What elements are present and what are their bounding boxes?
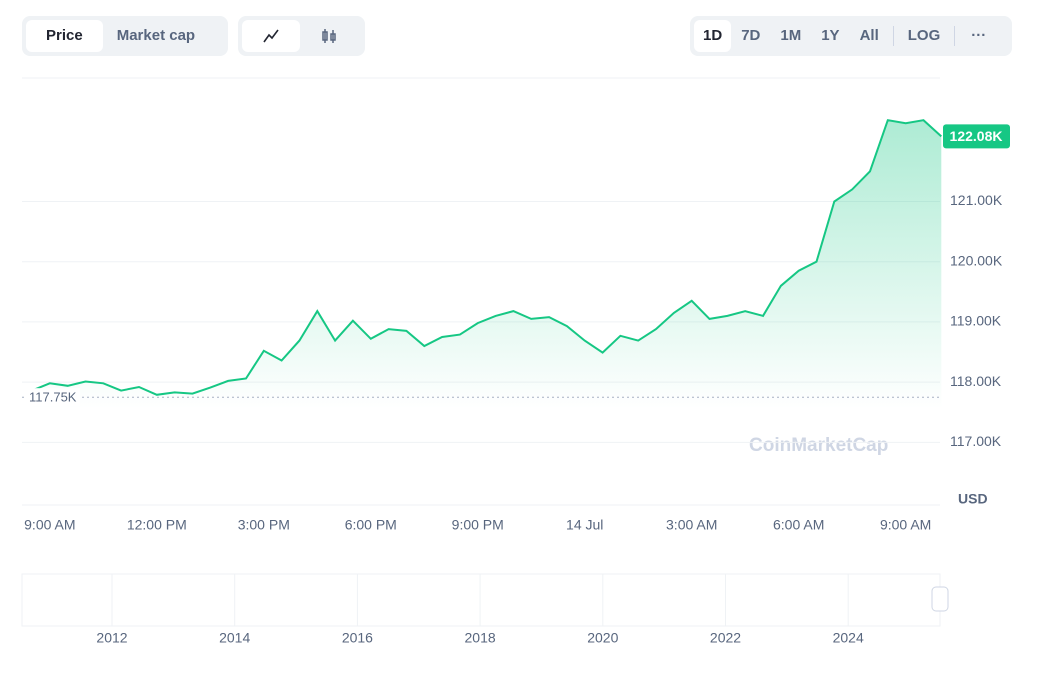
y-tick-label: 117.00K [950, 433, 1002, 449]
divider [954, 26, 956, 46]
range-button[interactable]: 1D [694, 20, 732, 52]
log-button[interactable]: LOG [907, 27, 941, 44]
x-tick-label: 9:00 AM [880, 517, 931, 533]
tab[interactable]: Price [26, 20, 103, 52]
current-price-tag [943, 124, 1010, 149]
navigator-year: 2018 [465, 630, 496, 646]
range-group: 1D 7D 1M 1Y All LOG ··· [690, 16, 1012, 56]
y-tick-label: 119.00K [950, 313, 1002, 329]
navigator [21, 573, 941, 627]
divider [892, 26, 894, 46]
navigator-year: 2020 [587, 630, 618, 646]
range-button[interactable]: 7D [741, 27, 761, 44]
x-tick-label: 6:00 PM [345, 517, 397, 533]
price-area [32, 120, 942, 505]
navigator-handle[interactable] [931, 586, 949, 612]
unit-label: USD [958, 491, 988, 507]
tab-group: Price Market cap [22, 16, 228, 56]
y-tick-label: 118.00K [950, 373, 1002, 389]
current-price-label: 122.08K [950, 128, 1003, 144]
y-tick-label: 121.00K [950, 192, 1003, 208]
open-price-label: 117.75K [29, 390, 77, 405]
candle-button[interactable] [300, 20, 358, 52]
navigator-year: 2022 [710, 630, 741, 646]
open-price-bg [26, 388, 80, 407]
range-button[interactable]: 1Y [821, 27, 840, 44]
navigator-year: 2012 [96, 630, 127, 646]
line-icon [263, 29, 279, 43]
watermark: CoinMarketCap [749, 435, 888, 456]
candle-icon [322, 29, 336, 44]
x-tick-label: 3:00 PM [238, 517, 290, 533]
range-button[interactable]: All [859, 27, 879, 44]
x-tick-label: 6:00 AM [773, 517, 824, 533]
tab[interactable]: Market cap [116, 27, 196, 44]
range-button[interactable]: 1M [780, 27, 802, 44]
x-tick-label: 14 Jul [566, 517, 603, 533]
chart-type-group [238, 16, 365, 56]
line-button[interactable] [242, 20, 300, 52]
y-tick-label: 120.00K [950, 252, 1003, 268]
x-tick-label: 9:00 AM [24, 517, 75, 533]
price-line [31, 119, 942, 396]
x-tick-label: 3:00 AM [666, 517, 717, 533]
more-button[interactable]: ··· [971, 27, 987, 44]
navigator-year: 2024 [833, 630, 864, 646]
x-tick-label: 12:00 PM [127, 517, 187, 533]
x-tick-label: 9:00 PM [452, 517, 504, 533]
navigator-year: 2016 [342, 630, 373, 646]
navigator-year: 2014 [219, 630, 250, 646]
